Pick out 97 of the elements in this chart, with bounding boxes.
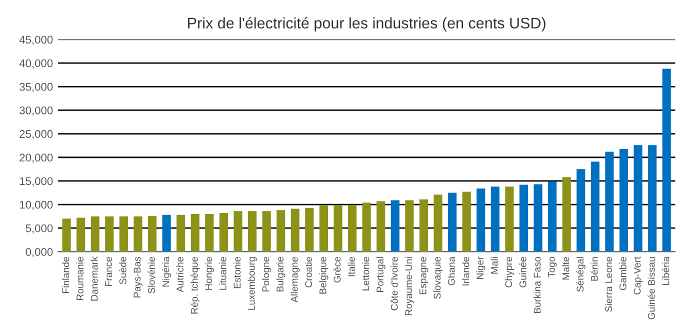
bar: [434, 194, 442, 252]
x-tick-label: Hongrie: [204, 256, 214, 290]
x-tick-label: Roumanie: [76, 256, 84, 300]
bar: [319, 205, 328, 252]
y-tick-label: 20,000: [20, 154, 53, 163]
x-tick-label: Chypre: [504, 256, 514, 288]
bar: [362, 202, 371, 252]
x-tick-label: Guinée Bissau: [648, 257, 655, 320]
x-tick-label: Malte: [562, 256, 570, 280]
x-tick-label: Sénégal: [576, 257, 586, 292]
x-tick-label: Royaume-Uni: [404, 257, 414, 316]
x-tick-label: Gambie: [619, 256, 626, 290]
bar: [662, 68, 671, 252]
x-tick-label: Allemagne: [290, 256, 300, 302]
bar: [505, 186, 514, 252]
y-tick-label: 30,000: [20, 106, 53, 116]
bar: [119, 216, 128, 252]
x-tick-label: Irlande: [462, 256, 470, 286]
y-tick-label: 45,000: [19, 36, 53, 45]
bar: [390, 200, 400, 252]
y-tick-label: 35,000: [20, 82, 53, 92]
bar: [248, 211, 257, 252]
x-tick-label: Bulgarie: [276, 256, 286, 292]
bar: [134, 216, 142, 252]
bar: [476, 188, 486, 252]
bar: [405, 200, 414, 252]
bar: [334, 205, 342, 252]
bar: [205, 214, 214, 252]
bar: [490, 186, 500, 252]
x-tick-label: Mali: [490, 257, 498, 274]
x-tick-label: Pays-Bas: [134, 256, 143, 298]
x-tick-label: Belgique: [319, 256, 328, 294]
bar: [190, 214, 200, 252]
bar: [90, 216, 100, 252]
bar: [419, 199, 428, 252]
x-tick-label: Luxembourg: [248, 257, 257, 310]
chart-title: Prix de l'électricité pour les industries (en cents USD): [188, 17, 546, 32]
bar: [648, 145, 657, 252]
bar: [534, 184, 542, 252]
x-tick-label: Lettonie: [362, 256, 370, 290]
bar: [176, 214, 186, 252]
x-tick-label: Estonie: [233, 256, 241, 288]
x-tick-label: Suède: [119, 256, 126, 284]
bar: [62, 218, 71, 252]
bar: [376, 201, 386, 252]
x-tick-label: Nigéria: [162, 256, 172, 287]
bar: [219, 213, 228, 252]
x-tick-label: Lituanie: [219, 256, 226, 290]
bar: [519, 184, 528, 252]
x-tick-label: Bénin: [590, 257, 598, 281]
bar: [290, 208, 300, 252]
x-tick-label: Côte d'Ivoire: [390, 256, 398, 310]
bar: [348, 205, 357, 252]
y-tick-label: 0,000: [26, 248, 53, 258]
bar: [634, 145, 642, 252]
y-tick-label: 40,000: [19, 59, 53, 69]
bar: [576, 169, 586, 252]
x-tick-label: Niger: [476, 256, 486, 279]
x-tick-label: Rép. tchèque: [190, 256, 200, 314]
bar: [105, 216, 114, 252]
bar: [605, 152, 614, 252]
x-tick-label: Espagne: [420, 256, 428, 294]
x-tick-label: Pologne: [262, 256, 272, 292]
x-tick-label: Burkina Faso: [533, 256, 541, 314]
x-tick-label: Portugal: [376, 257, 386, 292]
bar: [276, 210, 286, 252]
x-tick-label: Sierra Leone: [604, 256, 612, 312]
bar: [162, 214, 171, 252]
bar: [234, 211, 242, 252]
y-tick-label: 15,000: [20, 177, 53, 186]
bar: [448, 192, 457, 252]
bar: [548, 181, 557, 252]
x-tick-label: Cap-Vert: [634, 256, 643, 294]
bar: [590, 162, 600, 252]
y-tick-label: 25,000: [20, 130, 53, 140]
x-tick-label: Ghana: [448, 256, 455, 286]
bar: [262, 211, 271, 252]
bar: [462, 192, 471, 252]
x-tick-label: Croatie: [304, 256, 312, 288]
bar: [148, 216, 157, 252]
x-tick-label: Libéria: [662, 256, 670, 285]
x-tick-label: Slovaquie: [433, 256, 443, 299]
x-tick-label: Slovénie: [148, 256, 155, 294]
x-tick-label: France: [105, 256, 112, 286]
y-tick-label: 10,000: [20, 200, 53, 210]
bar: [305, 208, 314, 252]
bar: [76, 218, 86, 252]
x-tick-label: Autriche: [176, 256, 184, 292]
bar: [562, 177, 571, 252]
y-tick-label: 5,000: [26, 224, 53, 234]
x-tick-label: Danemark: [90, 256, 98, 301]
x-tick-label: Grèce: [333, 256, 341, 283]
x-tick-label: Guinée: [519, 256, 526, 288]
x-tick-label: Finlande: [62, 256, 70, 294]
bar: [619, 148, 628, 252]
x-tick-label: Togo: [548, 256, 557, 278]
x-tick-label: Italie: [348, 256, 355, 276]
